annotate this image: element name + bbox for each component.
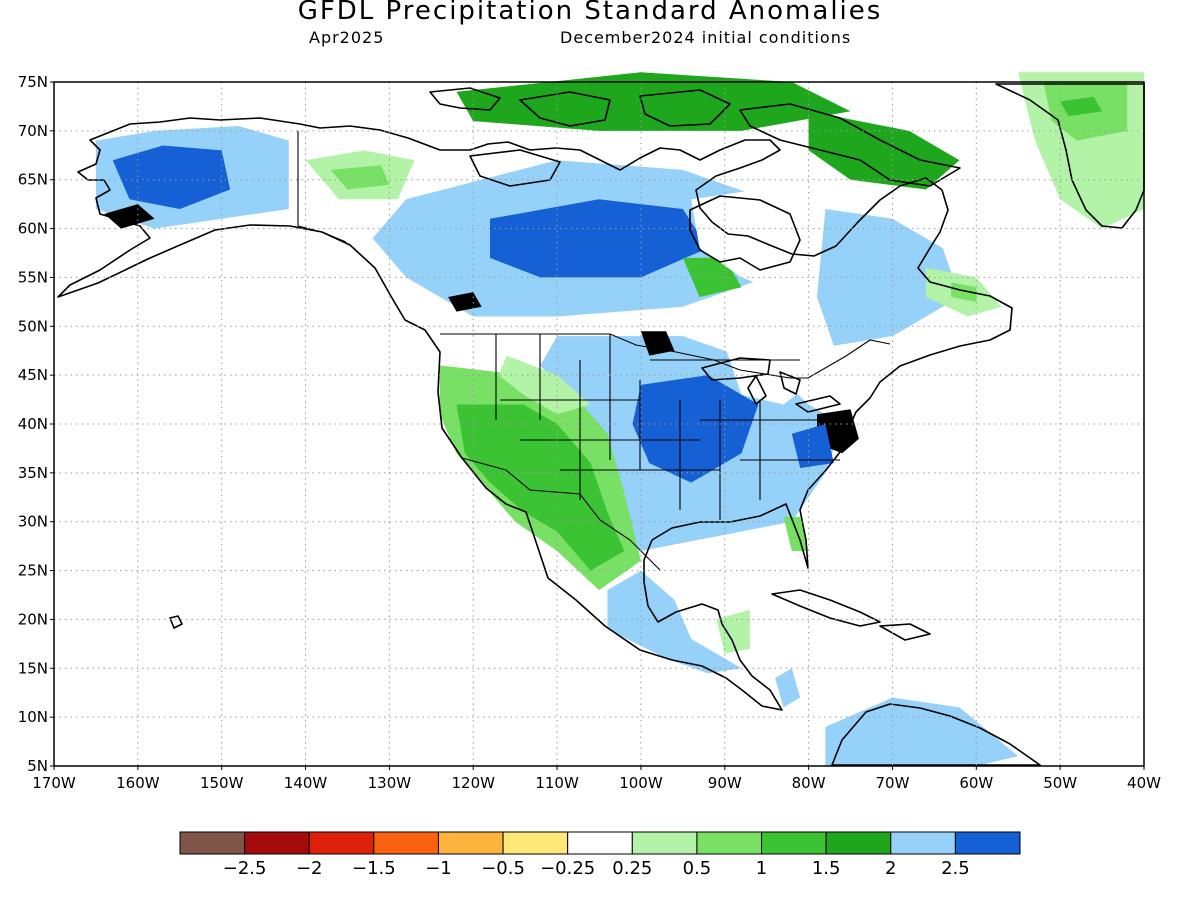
alaska-canada-border	[297, 131, 347, 243]
lat-tick-label: 15N	[18, 659, 48, 677]
colorbar-swatch	[373, 831, 439, 855]
colorbar-label: 0.5	[683, 858, 712, 879]
anomaly-region-alaska-core	[112, 145, 231, 209]
hudson-bay-coastline	[689, 195, 801, 271]
anomaly-fill-layer	[95, 72, 1144, 766]
arctic-island-2	[519, 91, 611, 127]
us-canada-border	[440, 333, 891, 379]
lon-tick-label: 70W	[876, 774, 910, 792]
colorbar-label: −2.5	[223, 858, 267, 879]
anomaly-region-quebec-green	[817, 209, 960, 346]
anomaly-region-labrador-orange	[951, 282, 977, 302]
colorbar-label: 1	[756, 858, 767, 879]
lat-tick-label: 35N	[18, 464, 48, 482]
state-lines	[495, 334, 840, 520]
lon-tick-label: 90W	[708, 774, 742, 792]
colorbar-swatch	[308, 831, 375, 855]
colorbar-swatch	[890, 831, 956, 855]
arctic-island-3	[639, 89, 731, 127]
lon-tick-label: 50W	[1043, 774, 1077, 792]
colorbar-swatch	[437, 831, 504, 855]
anomaly-region-midwest-core	[632, 375, 759, 483]
political-borders	[297, 131, 891, 571]
colorbar-label: −2	[296, 858, 323, 879]
colorbar-label: −0.25	[540, 858, 595, 879]
arctic-island-1	[429, 87, 501, 111]
lon-tick-label: 150W	[200, 774, 244, 792]
lat-tick-label: 40N	[18, 415, 48, 433]
lon-tick-label: 140W	[284, 774, 328, 792]
hispaniola-coastline	[879, 623, 931, 641]
anomaly-region-hudson-bay-blank	[691, 189, 826, 297]
anomaly-region-minnesota-blue	[640, 331, 675, 356]
lat-tick-label: 10N	[18, 708, 48, 726]
lat-tick-label: 20N	[18, 610, 48, 628]
anomaly-region-florida-dry	[783, 516, 809, 551]
lon-tick-label: 100W	[619, 774, 663, 792]
lon-tick-label: 40W	[1127, 774, 1161, 792]
anomaly-region-south-america	[825, 697, 1019, 766]
lon-tick-label: 170W	[32, 774, 76, 792]
lat-tick-label: 75N	[18, 73, 48, 91]
colorbar-label: 2.5	[941, 858, 970, 879]
anomaly-region-southwest-red	[456, 404, 625, 571]
colorbar-label: 0.25	[612, 858, 652, 879]
lat-tick-label: 45N	[18, 366, 48, 384]
lon-tick-label: 80W	[792, 774, 826, 792]
colorbar-label: −1	[425, 858, 452, 879]
colorbar-swatch	[825, 831, 892, 855]
anomaly-region-arctic-islands	[456, 72, 851, 131]
lat-tick-label: 50N	[18, 317, 48, 335]
lat-tick-label: 70N	[18, 122, 48, 140]
anomaly-region-yucatan-dry	[716, 609, 750, 654]
anomaly-region-midatlantic-light	[791, 424, 834, 468]
anomaly-region-boreal-core	[490, 199, 708, 278]
colorbar-label: −1.5	[352, 858, 396, 879]
colorbar-swatch	[179, 831, 246, 855]
anomaly-region-yukon-orange	[330, 165, 390, 190]
anomaly-region-alaska-blue	[104, 204, 155, 229]
graticule	[54, 82, 1144, 766]
anomaly-region-greenland-red	[1060, 96, 1103, 117]
north-america-coastline	[57, 117, 1013, 711]
lat-tick-label: 55N	[18, 268, 48, 286]
colorbar-swatch	[696, 831, 763, 855]
anomaly-region-mexico-green	[607, 570, 742, 674]
lon-tick-label: 160W	[116, 774, 160, 792]
lat-tick-label: 5N	[27, 757, 48, 775]
lat-tick-label: 65N	[18, 171, 48, 189]
forecast-period: Apr2025	[309, 28, 385, 47]
colorbar-swatch	[567, 831, 633, 855]
hawaii-coastline	[169, 615, 183, 629]
colorbar-swatch	[954, 831, 1021, 855]
lat-tick-label: 60N	[18, 220, 48, 238]
anomaly-region-baffin-green	[808, 111, 960, 190]
lon-tick-label: 120W	[451, 774, 495, 792]
anomaly-region-hudson-light	[682, 257, 742, 297]
lon-tick-label: 60W	[959, 774, 993, 792]
anomaly-region-caribbean-green	[775, 668, 801, 708]
colorbar-swatch	[631, 831, 698, 855]
map-title: GFDL Precipitation Standard Anomalies	[297, 0, 883, 26]
colorbar-label: 1.5	[812, 858, 841, 879]
lon-tick-label: 130W	[368, 774, 412, 792]
axis-ticks: 75N 70N 65N 60N 55N 50N 45N 40N 35N 30N 25N 20N 15N 1…	[18, 73, 1161, 792]
lon-tick-label: 110W	[535, 774, 579, 792]
south-america-coastline	[831, 703, 1041, 766]
lat-tick-label: 25N	[18, 562, 48, 580]
colorbar-label: −0.5	[481, 858, 525, 879]
initial-conditions: December2024 initial conditions	[560, 28, 852, 47]
colorbar-swatch	[502, 831, 569, 855]
colorbar: −2.5 −2 −1.5 −1 −0.5 −0.25 0.25 0.5 1 1.5 2 2.5	[179, 831, 1021, 879]
colorbar-swatch	[244, 831, 310, 855]
lat-tick-label: 30N	[18, 513, 48, 531]
colorbar-label: 2	[885, 858, 896, 879]
baffin-island	[739, 103, 961, 187]
colorbar-swatch	[761, 831, 827, 855]
cuba-coastline	[771, 589, 881, 627]
